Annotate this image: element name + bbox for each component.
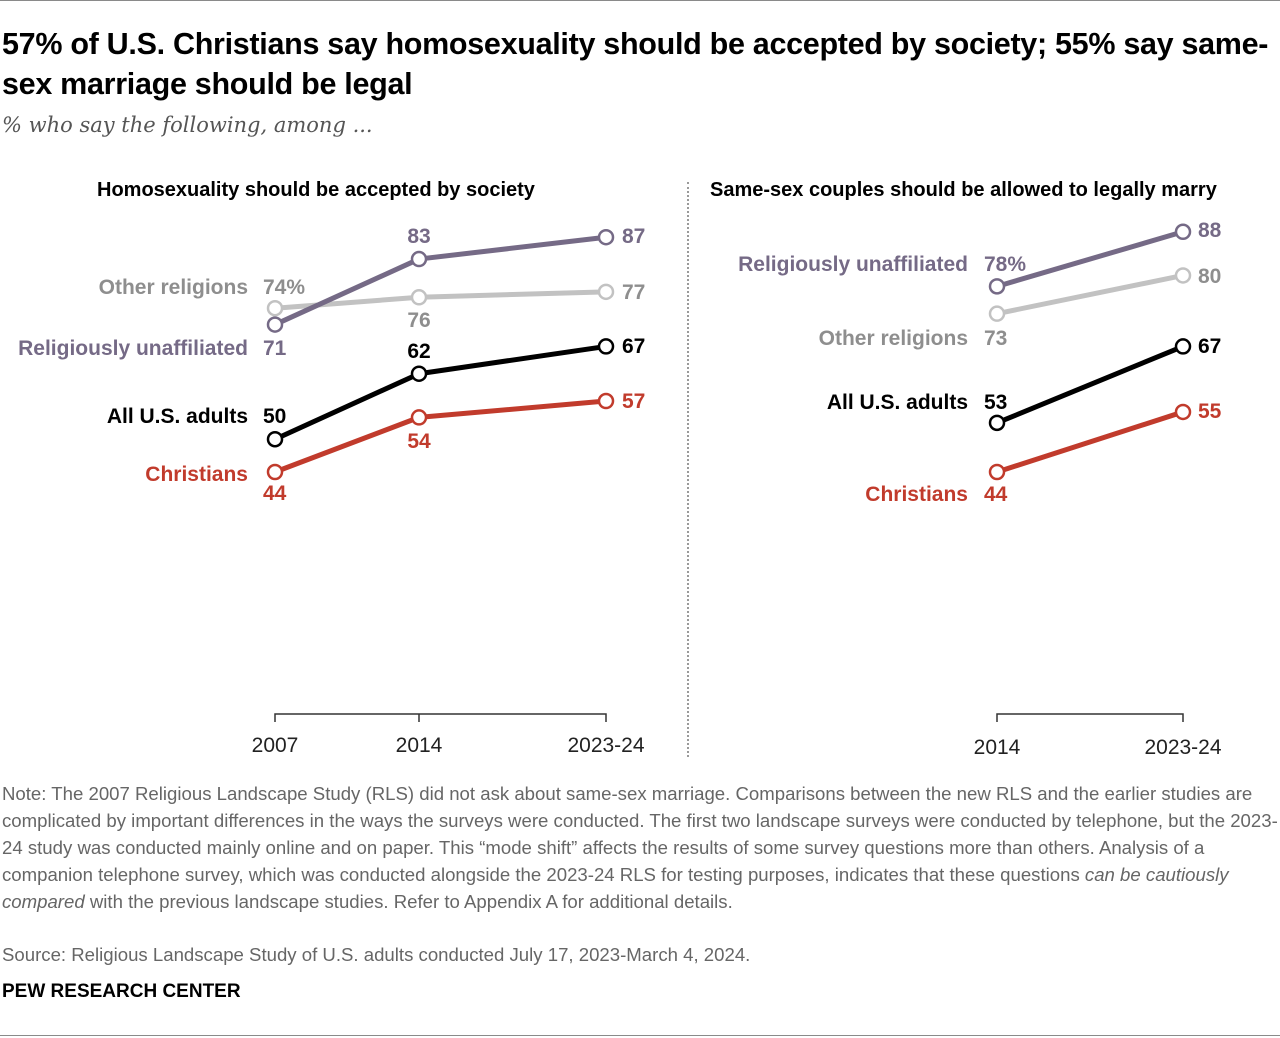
x-tick-label: 2007 xyxy=(251,734,299,757)
chart-title: 57% of U.S. Christians say homosexuality… xyxy=(2,27,1269,101)
series-name-label: Religiously unaffiliated xyxy=(18,337,248,360)
panel-divider xyxy=(687,182,689,757)
brand-logo-text: PEW RESEARCH CENTER xyxy=(2,981,241,1002)
data-label: 73 xyxy=(984,327,1008,350)
series-line-christians xyxy=(274,398,607,475)
data-point xyxy=(1174,223,1192,241)
data-label: 88 xyxy=(1198,219,1222,242)
data-label: 74% xyxy=(263,276,306,299)
data-point xyxy=(988,463,1006,481)
data-point xyxy=(410,250,428,268)
data-point xyxy=(410,289,428,306)
series-name-label: Other religions xyxy=(818,327,968,350)
x-tick-label: 2023-24 xyxy=(567,734,645,757)
top-rule xyxy=(0,0,1280,1)
data-label: 62 xyxy=(407,340,431,363)
data-point xyxy=(597,283,615,301)
data-point xyxy=(410,365,428,382)
bottom-rule xyxy=(0,1035,1280,1036)
data-point xyxy=(988,278,1006,295)
x-axis xyxy=(996,713,1184,722)
data-point xyxy=(1174,403,1192,421)
data-label: 78% xyxy=(984,253,1027,276)
data-label: 83 xyxy=(407,225,431,248)
source: Source: Religious Landscape Study of U.S… xyxy=(2,944,751,965)
note-text: Note: The 2007 Religious Landscape Study… xyxy=(2,783,1278,885)
data-point xyxy=(266,430,284,448)
series-line-religiously-unaffiliated xyxy=(996,229,1184,289)
series-name-label: Other religions xyxy=(98,276,248,299)
series-name-label: All U.S. adults xyxy=(826,391,968,414)
series-line-all-u-s-adults xyxy=(273,343,607,442)
data-point xyxy=(410,409,428,426)
x-tick-label: 2014 xyxy=(395,734,443,757)
series-name-label: All U.S. adults xyxy=(106,405,248,428)
data-label: 44 xyxy=(984,483,1008,506)
data-label: 76 xyxy=(407,309,431,332)
data-label: 44 xyxy=(263,482,287,505)
data-point xyxy=(266,299,284,317)
note-text-end: with the previous landscape studies. Ref… xyxy=(84,891,733,912)
series-name-label: Religiously unaffiliated xyxy=(738,253,968,276)
data-label: 71 xyxy=(263,337,287,360)
data-point xyxy=(597,338,615,355)
data-point xyxy=(266,463,284,481)
series-line-religiously-unaffiliated xyxy=(273,234,607,327)
left-panel-title: Homosexuality should be accepted by soci… xyxy=(97,179,535,201)
series-name-label: Christians xyxy=(145,463,248,486)
note-italic: can be cautiously compared xyxy=(2,864,1229,912)
series-line-christians xyxy=(996,409,1184,475)
data-point xyxy=(597,228,615,246)
data-label: 67 xyxy=(622,335,646,358)
data-point xyxy=(988,414,1006,432)
series-name-label: Christians xyxy=(865,483,968,506)
data-point xyxy=(988,305,1006,322)
series-line-all-u-s-adults xyxy=(996,344,1184,426)
x-tick-label: 2023-24 xyxy=(1144,736,1222,759)
data-label: 57 xyxy=(622,390,646,413)
data-point xyxy=(1174,267,1192,284)
data-point xyxy=(266,316,284,333)
data-point xyxy=(597,392,615,410)
note: Note: The 2007 Religious Landscape Study… xyxy=(2,780,1280,915)
data-label: 50 xyxy=(263,405,287,428)
data-label: 67 xyxy=(1198,335,1222,358)
series-line-other-religions xyxy=(996,272,1184,317)
data-label: 87 xyxy=(622,225,646,248)
chart-subtitle: % who say the following, among ... xyxy=(2,113,373,137)
x-axis xyxy=(274,713,607,722)
data-label: 54 xyxy=(407,430,431,453)
right-panel-title: Same-sex couples should be allowed to le… xyxy=(710,179,1217,201)
data-label: 53 xyxy=(984,391,1008,414)
data-label: 80 xyxy=(1198,265,1222,288)
data-label: 77 xyxy=(622,281,646,304)
x-tick-label: 2014 xyxy=(973,736,1021,759)
data-point xyxy=(1174,338,1192,355)
data-label: 55 xyxy=(1198,400,1222,423)
